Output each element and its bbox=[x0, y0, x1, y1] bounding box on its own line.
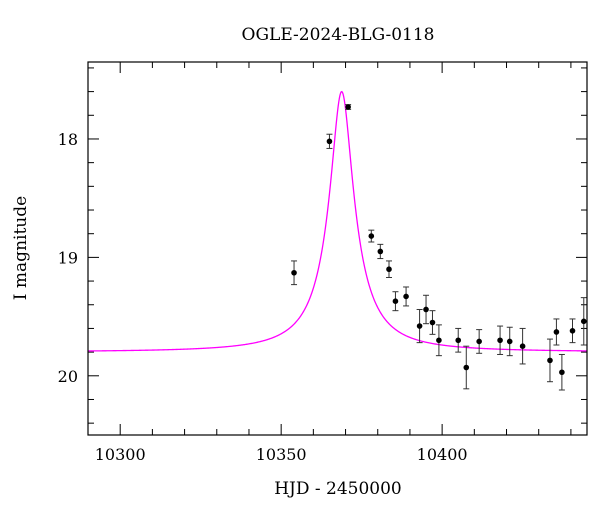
data-point-marker bbox=[326, 138, 333, 145]
data-point bbox=[326, 133, 333, 149]
data-point bbox=[392, 291, 399, 312]
data-point bbox=[416, 308, 423, 344]
tick-labels: 10300 10350 10400 18 19 20 bbox=[58, 130, 468, 464]
data-point bbox=[403, 286, 410, 307]
data-point-marker bbox=[291, 269, 297, 276]
data-point-marker bbox=[377, 248, 384, 255]
data-point-marker bbox=[519, 343, 526, 349]
data-point-marker bbox=[497, 337, 503, 344]
data-point-marker bbox=[506, 338, 513, 345]
x-tick-label: 10400 bbox=[417, 445, 468, 464]
data-point bbox=[497, 325, 504, 355]
data-point bbox=[463, 345, 470, 390]
data-point-marker bbox=[455, 337, 462, 344]
data-point-marker bbox=[476, 338, 482, 345]
plot-frame bbox=[87, 61, 588, 436]
data-point bbox=[377, 243, 384, 260]
x-tick-label: 10350 bbox=[256, 445, 307, 464]
data-point bbox=[476, 329, 483, 354]
data-point bbox=[423, 294, 430, 325]
data-point bbox=[553, 318, 560, 346]
y-tick-label: 19 bbox=[58, 248, 78, 267]
data-point bbox=[345, 104, 352, 110]
data-point-marker bbox=[559, 369, 565, 376]
x-axis-label: HJD - 2450000 bbox=[274, 479, 402, 499]
y-tick-label: 20 bbox=[58, 367, 78, 386]
data-point bbox=[386, 260, 393, 279]
data-point-marker bbox=[436, 337, 442, 344]
data-point-marker bbox=[386, 266, 392, 273]
model-layer bbox=[88, 90, 587, 352]
data-point-marker bbox=[403, 293, 409, 300]
data-point-marker bbox=[569, 327, 576, 334]
chart-title: OGLE-2024-BLG-0118 bbox=[242, 25, 435, 45]
data-point-marker bbox=[392, 298, 399, 304]
data-point bbox=[569, 318, 576, 344]
data-point-marker bbox=[345, 104, 351, 110]
data-point bbox=[506, 326, 513, 357]
y-tick-label: 18 bbox=[58, 130, 78, 149]
model-curve bbox=[88, 90, 587, 352]
data-points bbox=[291, 104, 587, 391]
data-point-marker bbox=[463, 364, 470, 371]
data-point bbox=[546, 338, 553, 383]
data-point-marker bbox=[553, 329, 560, 335]
data-point bbox=[519, 327, 526, 365]
data-point-marker bbox=[368, 233, 375, 239]
data-point-marker bbox=[580, 318, 587, 325]
x-tick-label: 10300 bbox=[95, 445, 146, 464]
data-point-marker bbox=[423, 306, 429, 313]
data-point bbox=[455, 327, 462, 353]
data-point-marker bbox=[416, 323, 423, 329]
data-point bbox=[580, 297, 587, 346]
data-point bbox=[429, 310, 436, 335]
data-point bbox=[435, 324, 442, 357]
y-axis-label: I magnitude bbox=[11, 196, 31, 300]
data-point bbox=[291, 260, 298, 286]
data-point-marker bbox=[429, 319, 436, 326]
data-point bbox=[368, 229, 375, 243]
axis-ticks bbox=[87, 62, 587, 435]
data-point bbox=[558, 353, 565, 391]
data-point-marker bbox=[547, 357, 553, 364]
